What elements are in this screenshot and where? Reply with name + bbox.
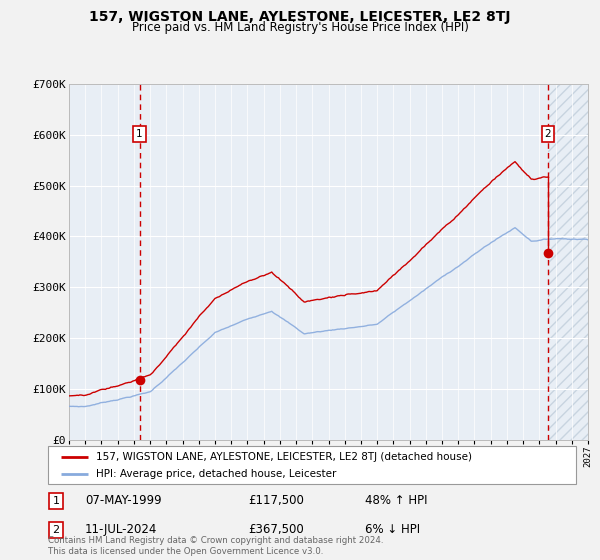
Text: 2: 2	[545, 129, 551, 139]
Text: £367,500: £367,500	[248, 524, 304, 536]
Text: 07-MAY-1999: 07-MAY-1999	[85, 494, 161, 507]
FancyBboxPatch shape	[48, 446, 576, 484]
Text: 48% ↑ HPI: 48% ↑ HPI	[365, 494, 427, 507]
Text: 1: 1	[136, 129, 143, 139]
Text: 11-JUL-2024: 11-JUL-2024	[85, 524, 157, 536]
Text: 2: 2	[52, 525, 59, 535]
Text: 1: 1	[52, 496, 59, 506]
Text: Contains HM Land Registry data © Crown copyright and database right 2024.
This d: Contains HM Land Registry data © Crown c…	[48, 536, 383, 556]
Text: 6% ↓ HPI: 6% ↓ HPI	[365, 524, 420, 536]
Text: Price paid vs. HM Land Registry's House Price Index (HPI): Price paid vs. HM Land Registry's House …	[131, 21, 469, 34]
Text: £117,500: £117,500	[248, 494, 305, 507]
Text: HPI: Average price, detached house, Leicester: HPI: Average price, detached house, Leic…	[95, 469, 336, 479]
Text: 157, WIGSTON LANE, AYLESTONE, LEICESTER, LE2 8TJ (detached house): 157, WIGSTON LANE, AYLESTONE, LEICESTER,…	[95, 451, 472, 461]
Bar	[548, 84, 588, 440]
Text: 157, WIGSTON LANE, AYLESTONE, LEICESTER, LE2 8TJ: 157, WIGSTON LANE, AYLESTONE, LEICESTER,…	[89, 10, 511, 24]
